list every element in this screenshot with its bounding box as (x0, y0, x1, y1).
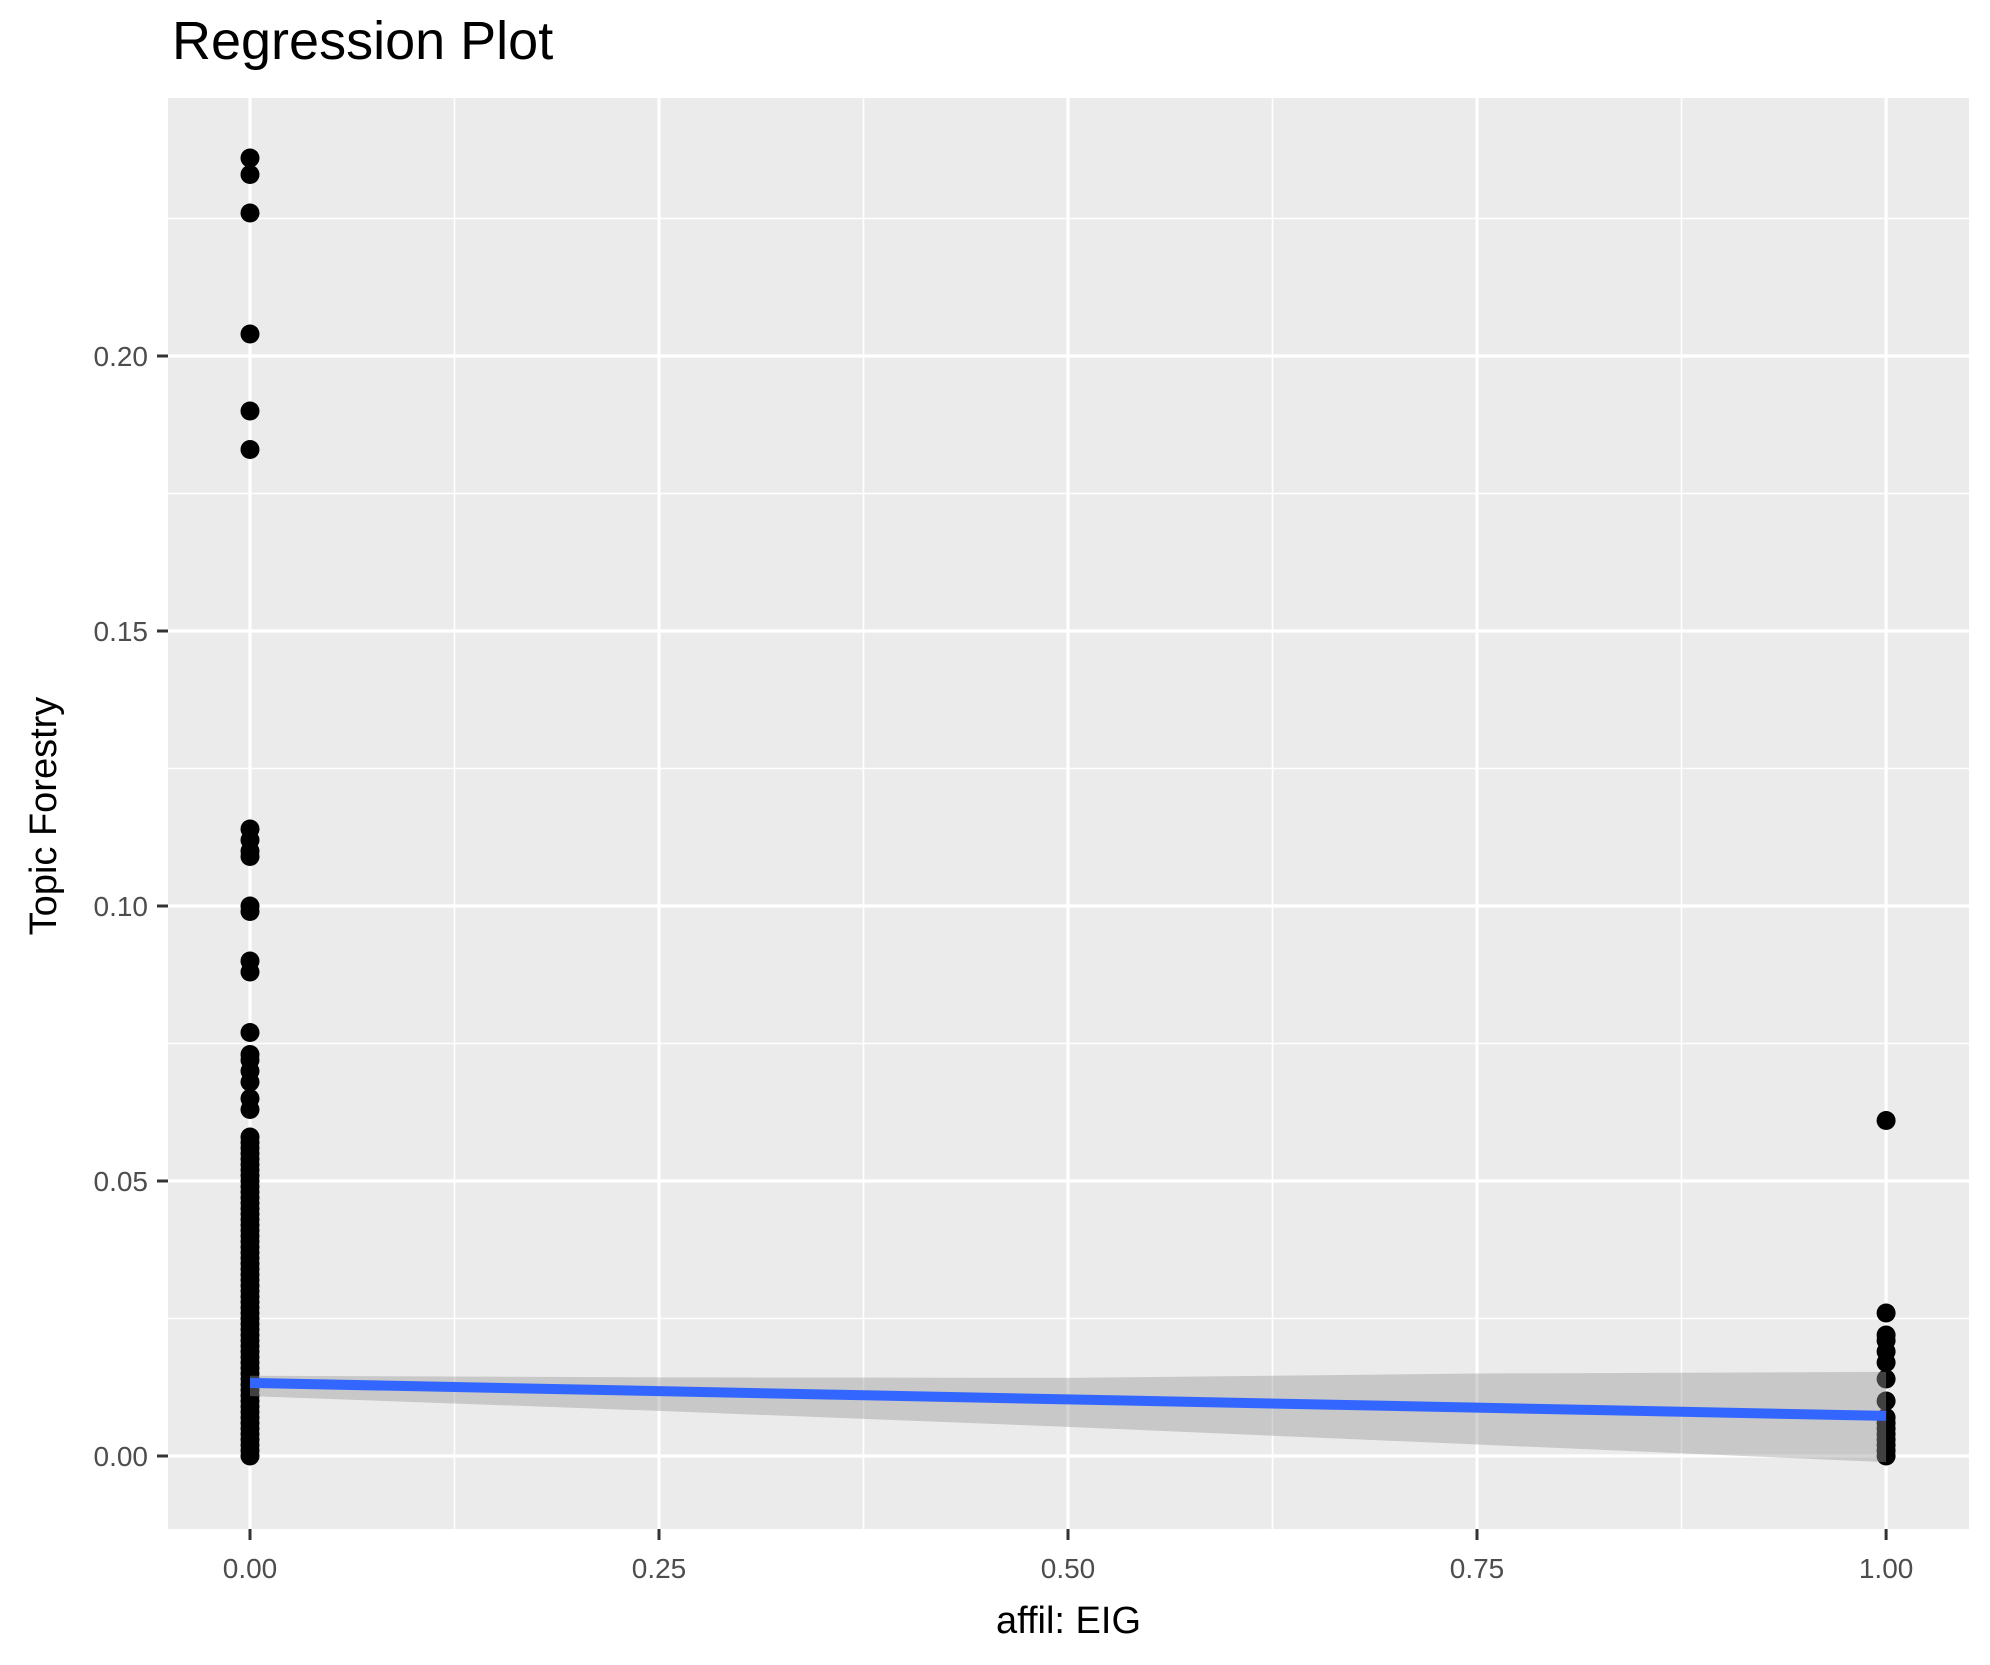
data-point (1876, 1391, 1896, 1411)
x-tick-label: 0.50 (1041, 1553, 1096, 1584)
data-point (240, 1072, 260, 1092)
data-point (240, 440, 260, 459)
data-point (240, 165, 260, 184)
data-point (240, 148, 260, 168)
data-point (1876, 1303, 1896, 1323)
regression-line (249, 1377, 1887, 1421)
data-point (1876, 1353, 1896, 1372)
y-tick-label: 0.10 (94, 891, 149, 922)
x-tick-label: 0.75 (1450, 1553, 1505, 1584)
data-point (240, 847, 260, 866)
y-tick-label: 0.05 (94, 1166, 149, 1197)
data-point (1876, 1446, 1896, 1466)
y-tick-label: 0.20 (94, 341, 149, 372)
data-point (1876, 1111, 1896, 1130)
x-axis-title: affil: EIG (995, 1600, 1142, 1642)
data-point (240, 962, 260, 982)
plot-title: Regression Plot (172, 11, 554, 71)
x-tick-label: 1.00 (1859, 1553, 1914, 1584)
data-point (240, 401, 260, 421)
data-point (1876, 1369, 1896, 1389)
data-point (240, 1023, 260, 1042)
y-tick-label: 0.00 (94, 1441, 149, 1472)
x-tick-label: 0.00 (223, 1553, 278, 1584)
data-point (240, 324, 260, 344)
data-point (240, 203, 260, 223)
y-tick-label: 0.15 (94, 616, 149, 647)
x-tick-label: 0.25 (632, 1553, 687, 1584)
data-point (240, 1446, 260, 1466)
data-point (240, 902, 260, 921)
y-axis-title: Topic Forestry (23, 696, 65, 936)
data-point (240, 1100, 260, 1119)
